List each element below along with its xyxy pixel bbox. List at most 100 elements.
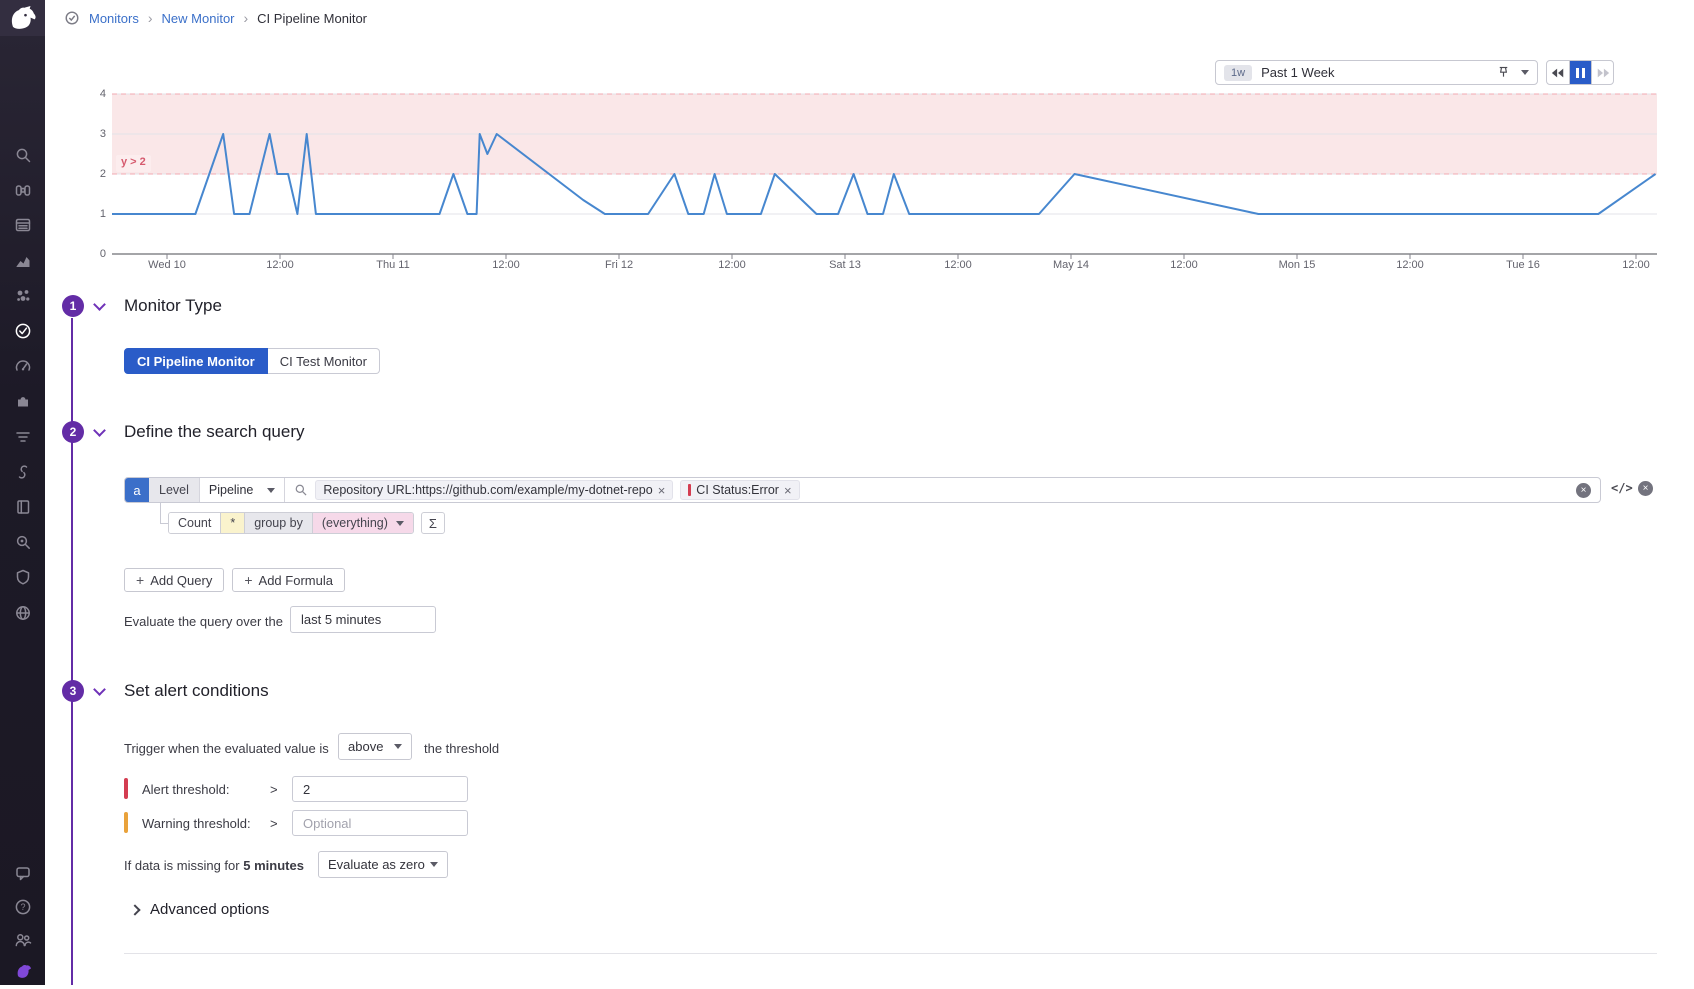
monitors-icon[interactable] xyxy=(0,314,45,348)
x-axis-tick-label: May 14 xyxy=(1052,259,1090,271)
pause-icon xyxy=(1576,67,1579,78)
search-query-input[interactable]: Repository URL:https://github.com/exampl… xyxy=(285,478,1600,502)
time-pause-button[interactable] xyxy=(1569,61,1591,84)
code-editor-toggle[interactable]: </> xyxy=(1611,481,1633,495)
breadcrumb-current-page: CI Pipeline Monitor xyxy=(257,10,367,26)
pin-icon[interactable] xyxy=(1496,65,1511,80)
metrics-icon[interactable] xyxy=(0,244,45,278)
aggregation-connector-line xyxy=(160,503,168,524)
breadcrumb-separator: › xyxy=(147,10,153,26)
filter-chip-label: CI Status:Error xyxy=(696,483,779,497)
bits-dog-icon[interactable] xyxy=(0,955,45,989)
x-axis-tick-label: 12:00 xyxy=(1622,259,1650,271)
alert-threshold-label: Alert threshold: xyxy=(142,782,230,797)
x-axis-tick-label: 12:00 xyxy=(1396,259,1424,271)
chat-bubble-icon[interactable] xyxy=(0,856,45,890)
datadog-logo[interactable] xyxy=(0,0,45,36)
time-range-chip: 1w xyxy=(1224,64,1253,81)
time-range-label: Past 1 Week xyxy=(1261,65,1335,80)
watchdog-binoculars-icon[interactable] xyxy=(0,173,45,207)
section-title-search-query: Define the search query xyxy=(124,422,305,441)
ci-pipelines-icon[interactable] xyxy=(0,455,45,489)
plus-icon: + xyxy=(136,572,145,588)
time-forward-button[interactable] xyxy=(1591,61,1613,84)
time-range-selector[interactable]: 1w Past 1 Week xyxy=(1215,60,1538,85)
add-query-button[interactable]: + Add Query xyxy=(124,568,225,592)
section-collapse-monitor-type[interactable] xyxy=(93,298,106,311)
breadcrumb-monitors[interactable]: Monitors xyxy=(89,10,139,26)
tab-ci-test-monitor[interactable]: CI Test Monitor xyxy=(267,348,380,374)
group-by-value-dropdown[interactable]: (everything) xyxy=(312,513,413,533)
warning-threshold-bar xyxy=(124,812,128,833)
tab-ci-pipeline-monitor[interactable]: CI Pipeline Monitor xyxy=(124,348,268,374)
threshold-zone-label: y > 2 xyxy=(116,155,151,172)
chevron-down-icon xyxy=(430,862,438,867)
advanced-options-chevron-icon[interactable] xyxy=(129,904,141,916)
warning-threshold-input[interactable] xyxy=(292,810,468,836)
dashboards-icon[interactable] xyxy=(0,208,45,242)
filter-chip[interactable]: CI Status:Error × xyxy=(680,480,800,500)
section-divider xyxy=(124,953,1657,954)
query-letter-badge[interactable]: a xyxy=(125,478,149,502)
aggregation-wildcard[interactable]: * xyxy=(221,513,246,533)
integrations-puzzle-icon[interactable] xyxy=(0,384,45,418)
filter-chip[interactable]: Repository URL:https://github.com/exampl… xyxy=(315,480,674,500)
clear-query-icon[interactable]: × xyxy=(1576,482,1591,498)
section-collapse-alert-conditions[interactable] xyxy=(93,683,106,696)
y-axis-tick-label: 0 xyxy=(99,248,106,260)
breadcrumb-new-monitor[interactable]: New Monitor xyxy=(161,10,235,26)
chevron-down-icon[interactable] xyxy=(1521,70,1529,75)
notebooks-icon[interactable] xyxy=(0,490,45,524)
group-by-label[interactable]: group by xyxy=(245,513,313,533)
synthetics-globe-icon[interactable] xyxy=(0,596,45,630)
processes-icon[interactable] xyxy=(0,279,45,313)
search-query-bar: a Level Pipeline Repository URL:https://… xyxy=(124,477,1601,503)
query-buttons-row: + Add Query + Add Formula xyxy=(124,568,345,592)
help-icon[interactable]: ? xyxy=(0,890,45,924)
x-axis-tick-label: 12:00 xyxy=(944,259,972,271)
sigma-button[interactable]: Σ xyxy=(420,512,445,534)
search-icon[interactable] xyxy=(0,138,45,172)
x-axis-tick-label: Mon 15 xyxy=(1278,259,1316,271)
evaluate-window-input[interactable] xyxy=(290,606,436,633)
trigger-condition-suffix: the threshold xyxy=(424,741,500,756)
monitor-target-icon xyxy=(65,11,79,25)
remove-filter-icon[interactable]: × xyxy=(783,482,792,498)
log-filter-icon[interactable] xyxy=(0,420,45,454)
security-shield-icon[interactable] xyxy=(0,560,45,594)
time-rewind-button[interactable] xyxy=(1547,61,1569,84)
time-nav-buttons xyxy=(1546,60,1614,85)
apm-gauge-icon[interactable] xyxy=(0,349,45,383)
step-badge-1: 1 xyxy=(62,295,84,317)
users-icon[interactable] xyxy=(0,923,45,957)
missing-data-text: If data is missing for 5 minutes xyxy=(124,858,304,873)
breadcrumb: Monitors › New Monitor › CI Pipeline Mon… xyxy=(64,8,367,28)
x-axis-tick-label: 12:00 xyxy=(1170,259,1198,271)
search-icon xyxy=(296,484,307,496)
query-source-dropdown[interactable]: Pipeline xyxy=(199,478,286,502)
warning-threshold-operator: > xyxy=(270,816,278,831)
monitor-type-tabs: CI Pipeline Monitor CI Test Monitor xyxy=(124,348,380,374)
x-axis-tick-label: Wed 10 xyxy=(148,259,186,271)
audit-search-icon[interactable] xyxy=(0,525,45,559)
aggregation-function[interactable]: Count xyxy=(169,513,222,533)
remove-query-icon[interactable]: × xyxy=(1638,481,1653,496)
trigger-operator-select[interactable]: above xyxy=(338,733,412,760)
trigger-condition-prefix: Trigger when the evaluated value is xyxy=(124,741,329,756)
missing-data-duration: 5 minutes xyxy=(243,858,304,873)
alert-threshold-input[interactable] xyxy=(292,776,468,802)
aggregation-row: Count * group by (everything) Σ xyxy=(168,512,445,534)
query-level-label[interactable]: Level xyxy=(149,478,200,502)
remove-filter-icon[interactable]: × xyxy=(657,482,666,498)
x-axis-tick-label: Fri 12 xyxy=(604,259,634,271)
y-axis-tick-label: 3 xyxy=(99,128,106,140)
step-badge-2: 2 xyxy=(62,421,84,443)
advanced-options-toggle[interactable]: Advanced options xyxy=(150,901,270,918)
chevron-down-icon xyxy=(267,487,276,493)
section-title-alert-conditions: Set alert conditions xyxy=(124,681,269,700)
section-collapse-search-query[interactable] xyxy=(93,424,106,437)
add-formula-button[interactable]: + Add Formula xyxy=(232,568,345,592)
missing-data-select[interactable]: Evaluate as zero xyxy=(318,851,448,878)
step-connector-line xyxy=(71,318,73,985)
chevron-down-icon xyxy=(394,744,402,749)
